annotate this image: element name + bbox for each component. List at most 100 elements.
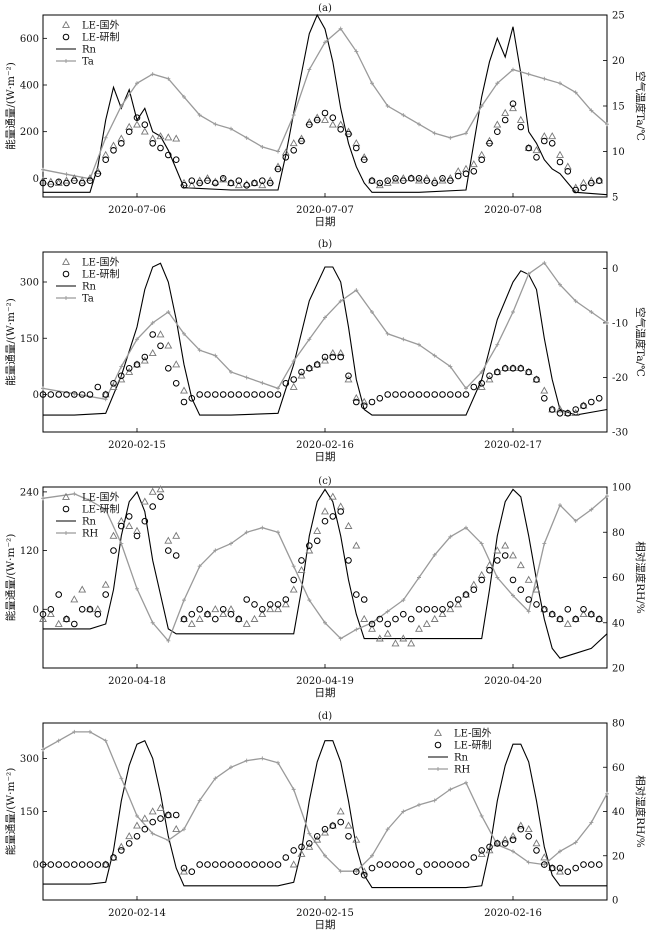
data-point-le-developed	[204, 177, 211, 184]
legend-marker-circle	[434, 741, 442, 749]
panel-label: (c)	[318, 476, 332, 487]
data-point-le-developed	[360, 402, 368, 410]
data-point-le-developed	[564, 410, 572, 417]
data-point-le-developed	[39, 179, 47, 187]
data-point-le-foreign	[344, 821, 353, 829]
data-point-le-foreign	[125, 521, 134, 529]
data-point-rh	[307, 598, 312, 603]
data-point-le-developed	[548, 406, 556, 413]
data-point-le-developed	[353, 144, 360, 152]
data-point-le-developed	[423, 861, 431, 868]
data-point-le-foreign	[454, 600, 463, 608]
data-point-le-developed	[243, 861, 250, 868]
x-tick-label: 2020-02-14	[108, 908, 166, 919]
data-point-le-developed	[282, 854, 290, 861]
data-point-rh	[370, 853, 374, 858]
data-point-le-developed	[415, 606, 423, 613]
data-point-le-developed	[423, 391, 431, 398]
series-line-rn	[43, 488, 608, 659]
data-point-le-developed	[251, 391, 258, 398]
data-point-le-developed	[494, 557, 501, 564]
x-tick-label: 2020-02-17	[484, 440, 542, 451]
data-point-le-developed	[47, 606, 55, 613]
data-point-le-developed	[149, 503, 156, 510]
data-point-le-foreign	[258, 609, 267, 618]
data-point-le-developed	[165, 151, 172, 159]
data-point-le-foreign	[336, 120, 345, 128]
data-point-le-developed	[454, 172, 462, 180]
data-point-le-developed	[141, 825, 149, 833]
data-point-ta	[276, 386, 280, 391]
data-point-le-developed	[157, 342, 164, 350]
data-point-rh	[573, 518, 578, 523]
data-point-le-foreign	[305, 546, 314, 554]
legend-label: LE-研制	[82, 503, 120, 516]
data-point-le-developed	[306, 542, 313, 550]
data-point-rh	[135, 586, 139, 591]
data-point-le-developed	[259, 177, 266, 184]
data-point-le-developed	[407, 175, 415, 182]
data-point-rh	[526, 860, 531, 865]
x-tick-label: 2020-02-16	[484, 908, 542, 919]
data-point-le-foreign	[281, 600, 290, 608]
data-point-le-foreign	[148, 487, 157, 495]
data-point-le-foreign	[516, 115, 525, 123]
data-point-le-developed	[290, 847, 298, 854]
data-point-le-developed	[180, 398, 188, 406]
data-point-le-developed	[470, 854, 478, 861]
data-point-ta	[323, 315, 327, 320]
data-point-le-developed	[454, 391, 462, 398]
y-tick-label: 400	[20, 81, 39, 92]
data-point-rh	[605, 494, 609, 499]
data-point-le-developed	[141, 517, 149, 525]
data-point-rh	[511, 593, 515, 598]
data-point-le-developed	[78, 391, 86, 398]
data-point-le-developed	[345, 833, 352, 840]
data-point-rh	[197, 564, 202, 569]
data-point-ta	[182, 94, 186, 99]
data-point-le-developed	[572, 406, 580, 413]
data-point-le-developed	[415, 868, 423, 876]
data-point-rh	[213, 776, 218, 781]
y-tick-label: 0	[33, 390, 39, 401]
data-point-rh	[291, 564, 296, 569]
data-point-le-foreign	[164, 341, 173, 349]
data-point-ta	[197, 113, 202, 118]
data-point-le-developed	[110, 380, 117, 387]
data-point-ta	[542, 260, 547, 265]
data-point-rh	[401, 809, 406, 814]
data-point-le-developed	[439, 175, 446, 182]
data-point-le-developed	[392, 615, 399, 623]
y2-axis-title: 相对湿度RH/%	[634, 775, 647, 848]
data-point-le-developed	[486, 566, 493, 574]
data-point-le-developed	[266, 861, 274, 868]
panel-label: (a)	[318, 3, 332, 14]
data-point-le-developed	[227, 610, 235, 618]
data-point-le-developed	[243, 596, 250, 603]
data-point-le-foreign	[78, 585, 87, 593]
data-point-le-foreign	[509, 832, 517, 840]
data-point-le-developed	[321, 517, 329, 525]
data-point-le-foreign	[579, 609, 588, 618]
data-point-le-developed	[580, 402, 587, 410]
legend-label: LE-研制	[82, 31, 120, 44]
data-point-le-developed	[259, 861, 266, 868]
data-point-le-foreign	[297, 371, 306, 379]
data-point-le-developed	[556, 158, 564, 166]
data-point-le-developed	[204, 610, 211, 618]
data-point-le-foreign	[242, 619, 251, 627]
data-point-le-developed	[306, 121, 313, 128]
data-point-le-developed	[337, 353, 345, 361]
data-point-le-developed	[47, 180, 55, 188]
legend-label: LE-国外	[82, 492, 120, 504]
data-point-ta	[558, 282, 562, 287]
data-point-le-developed	[188, 395, 196, 402]
data-point-rh	[260, 756, 265, 761]
data-point-le-developed	[345, 130, 352, 138]
data-point-le-foreign	[289, 585, 298, 593]
data-point-rh	[197, 798, 202, 803]
data-point-ta	[41, 386, 45, 391]
data-point-le-developed	[141, 121, 149, 128]
data-point-le-developed	[462, 591, 470, 598]
data-point-le-foreign	[469, 160, 478, 168]
